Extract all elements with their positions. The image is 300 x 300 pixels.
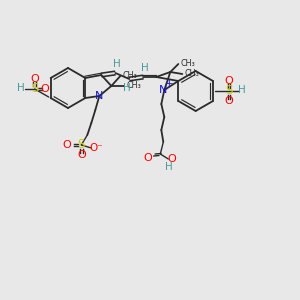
Text: O: O: [225, 76, 233, 86]
Text: S: S: [78, 139, 85, 152]
Text: S: S: [31, 82, 38, 95]
Text: O: O: [30, 74, 39, 84]
Text: CH₃: CH₃: [126, 82, 141, 91]
Text: O: O: [143, 153, 152, 163]
Text: H: H: [17, 83, 25, 93]
Text: H: H: [238, 85, 246, 95]
Text: O: O: [77, 150, 86, 160]
Text: O⁻: O⁻: [89, 143, 103, 153]
Text: H: H: [123, 83, 131, 93]
Text: O: O: [167, 154, 176, 164]
Text: N: N: [95, 91, 103, 101]
Text: H: H: [113, 59, 121, 69]
Text: CH₃: CH₃: [180, 58, 195, 68]
Text: CH₃: CH₃: [184, 70, 199, 79]
Text: O: O: [225, 96, 233, 106]
Text: H: H: [165, 162, 173, 172]
Text: O: O: [62, 140, 71, 150]
Text: S: S: [225, 85, 233, 98]
Text: +: +: [165, 79, 174, 89]
Text: CH₃: CH₃: [122, 70, 137, 80]
Text: N: N: [159, 85, 167, 95]
Text: H: H: [141, 63, 149, 73]
Text: O: O: [40, 84, 49, 94]
